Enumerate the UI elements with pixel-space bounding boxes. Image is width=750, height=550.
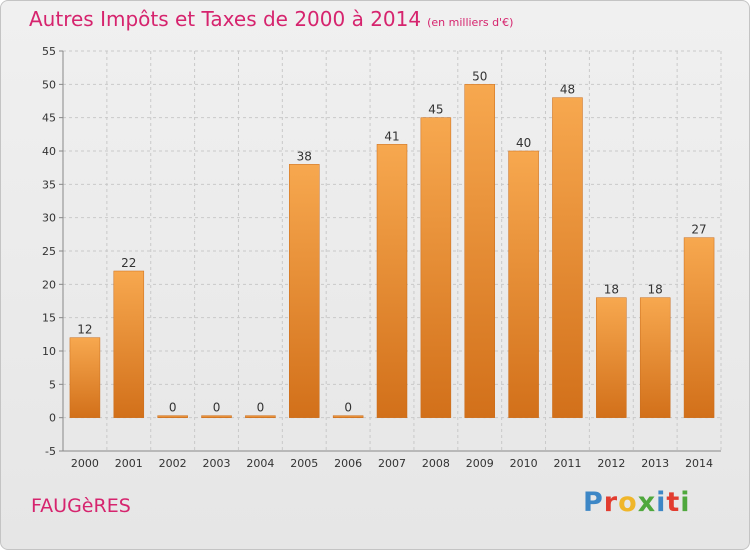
x-tick-label-2007: 2007 — [378, 457, 406, 470]
logo-letter: r — [603, 487, 619, 518]
y-tick-label: 5 — [49, 378, 56, 391]
x-tick-label-2006: 2006 — [334, 457, 362, 470]
bar-2007 — [376, 144, 408, 418]
data-label-2012: 18 — [604, 283, 619, 297]
chart-title-block: Autres Impôts et Taxes de 2000 à 2014 (en… — [29, 7, 513, 31]
bar-2009 — [464, 84, 495, 418]
logo-letter: i — [656, 487, 667, 518]
logo-letter: P — [583, 487, 604, 518]
bar-2003 — [201, 415, 232, 418]
data-label-2013: 18 — [648, 283, 663, 297]
y-tick-label: 50 — [42, 78, 56, 91]
x-tick-label-2011: 2011 — [553, 457, 581, 470]
y-tick-label: 15 — [42, 312, 56, 325]
data-label-2014: 27 — [691, 223, 706, 237]
data-label-2001: 22 — [121, 256, 136, 270]
y-tick-label: 40 — [42, 145, 56, 158]
data-label-2011: 48 — [560, 83, 575, 97]
bar-2008 — [420, 117, 452, 418]
data-label-2010: 40 — [516, 136, 531, 150]
y-tick-label: -5 — [45, 445, 56, 458]
x-tick-label-2014: 2014 — [685, 457, 713, 470]
y-tick-label: 10 — [42, 345, 56, 358]
logo-letter: i — [680, 487, 691, 518]
y-tick-label: 25 — [42, 245, 56, 258]
y-tick-label: 20 — [42, 278, 56, 291]
bar-2006 — [332, 415, 364, 418]
x-tick-label-2003: 2003 — [203, 457, 231, 470]
bar-2010 — [508, 150, 539, 418]
y-tick-label: 35 — [42, 178, 56, 191]
x-tick-label-2009: 2009 — [466, 457, 494, 470]
x-tick-label-2013: 2013 — [641, 457, 669, 470]
bars — [69, 84, 715, 418]
bar-2013 — [639, 297, 671, 418]
data-label-2005: 38 — [297, 149, 312, 163]
y-tick-label: 0 — [49, 412, 56, 425]
bar-2012 — [596, 297, 627, 418]
data-label-2009: 50 — [472, 69, 487, 83]
y-tick-label: 55 — [42, 45, 56, 58]
bar-2014 — [683, 237, 715, 418]
proxiti-logo[interactable]: Proxiti — [583, 487, 691, 518]
data-label-2007: 41 — [384, 129, 399, 143]
data-label-2003: 0 — [213, 401, 221, 415]
chart-unit-note: (en milliers d'€) — [427, 16, 514, 29]
data-label-2002: 0 — [169, 401, 177, 415]
y-tick-label: 30 — [42, 212, 56, 225]
axes: -5 0 5 10 15 20 25 30 35 40 45 50 55 2000 2001 2002 2003… — [42, 45, 721, 470]
chart-title: Autres Impôts et Taxes de 2000 à 2014 — [29, 7, 422, 31]
bar-2002 — [157, 415, 188, 418]
data-label-2008: 45 — [428, 103, 443, 117]
x-tick-label-2005: 2005 — [290, 457, 318, 470]
data-label-2000: 12 — [77, 323, 92, 337]
logo-letter: x — [637, 487, 657, 518]
town-name: FAUGèRES — [31, 495, 131, 517]
data-label-2004: 0 — [257, 401, 265, 415]
bar-2011 — [552, 97, 583, 418]
data-label-2006: 0 — [344, 401, 352, 415]
x-tick-label-2004: 2004 — [246, 457, 274, 470]
x-tick-label-2010: 2010 — [510, 457, 538, 470]
x-tick-label-2001: 2001 — [115, 457, 143, 470]
logo-letter: o — [618, 487, 638, 518]
bar-2005 — [289, 164, 320, 418]
bar-2000 — [69, 337, 101, 418]
x-tick-label-2008: 2008 — [422, 457, 450, 470]
data-labels: 12 22 0 0 0 38 0 41 45 50 40 48 18 18 27 — [77, 69, 706, 414]
x-tick-label-2000: 2000 — [71, 457, 99, 470]
bar-2001 — [113, 270, 145, 418]
x-tick-label-2002: 2002 — [159, 457, 187, 470]
bar-2004 — [245, 415, 276, 418]
y-tick-label: 45 — [42, 112, 56, 125]
x-tick-label-2012: 2012 — [597, 457, 625, 470]
logo-letter: t — [666, 487, 681, 518]
